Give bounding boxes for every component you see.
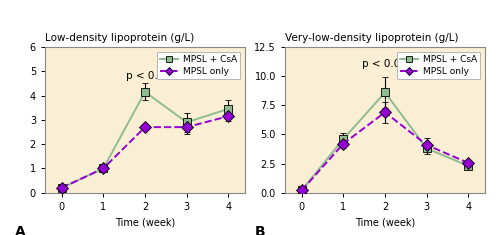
Text: p < 0.001: p < 0.001 [126, 70, 178, 81]
Text: p < 0.001: p < 0.001 [362, 59, 414, 69]
X-axis label: Time (week): Time (week) [355, 217, 415, 227]
Text: B: B [255, 225, 266, 235]
Text: Low-density lipoprotein (g/L): Low-density lipoprotein (g/L) [45, 33, 194, 43]
X-axis label: Time (week): Time (week) [115, 217, 175, 227]
Text: A: A [15, 225, 26, 235]
Legend: MPSL + CsA, MPSL only: MPSL + CsA, MPSL only [156, 51, 240, 79]
Legend: MPSL + CsA, MPSL only: MPSL + CsA, MPSL only [396, 51, 480, 79]
Text: Very-low-density lipoprotein (g/L): Very-low-density lipoprotein (g/L) [285, 33, 459, 43]
